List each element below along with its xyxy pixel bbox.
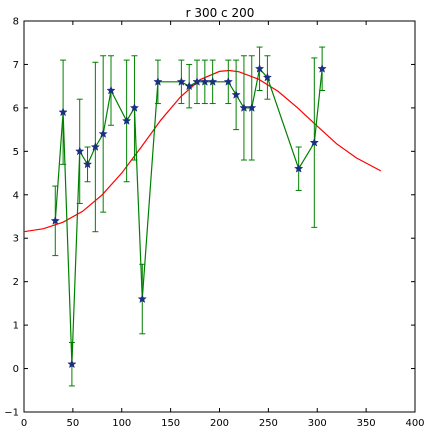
- x-tick-label: 0: [21, 418, 27, 429]
- star-marker: [137, 294, 147, 304]
- y-tick-label: 3: [13, 234, 19, 245]
- data-series-line: [54, 67, 323, 365]
- data-markers: [50, 63, 327, 369]
- star-marker: [207, 76, 218, 86]
- y-tick-label: 6: [13, 103, 19, 114]
- star-marker: [176, 76, 187, 86]
- x-tick-label: 100: [112, 418, 131, 429]
- star-marker: [98, 129, 108, 138]
- star-marker: [317, 63, 327, 73]
- y-tick-label: 1: [13, 321, 19, 332]
- y-tick-label: 5: [13, 147, 19, 158]
- star-marker: [247, 102, 257, 112]
- y-tick-label: 7: [13, 60, 19, 71]
- star-marker: [153, 76, 163, 86]
- star-marker: [121, 116, 132, 125]
- error-bars: [52, 46, 326, 387]
- x-tick-label: 200: [210, 418, 229, 429]
- star-marker: [239, 102, 249, 112]
- x-tick-label: 250: [259, 418, 278, 429]
- x-tick-label: 400: [405, 418, 424, 429]
- star-marker: [67, 359, 77, 369]
- x-tick-label: 350: [357, 418, 376, 429]
- y-tick-label: 2: [13, 277, 19, 288]
- chart-title: r 300 c 200: [186, 6, 255, 20]
- star-marker: [309, 137, 319, 147]
- y-tick-label: −1: [4, 408, 19, 419]
- y-tick-label: 8: [13, 17, 19, 28]
- x-tick-label: 50: [67, 418, 80, 429]
- y-tick-label: 4: [13, 190, 19, 201]
- star-marker: [50, 215, 60, 225]
- star-marker: [200, 76, 210, 86]
- star-marker: [129, 102, 140, 112]
- star-marker: [106, 85, 116, 95]
- star-marker: [82, 159, 93, 169]
- star-marker: [231, 89, 241, 99]
- data-line: [54, 67, 323, 365]
- star-marker: [184, 81, 194, 91]
- star-marker: [192, 76, 202, 86]
- star-marker: [90, 142, 101, 151]
- y-tick-label: 0: [13, 364, 19, 375]
- star-marker: [223, 76, 233, 86]
- star-marker: [262, 72, 273, 82]
- star-marker: [75, 146, 85, 156]
- x-tick-label: 150: [161, 418, 180, 429]
- star-marker: [58, 107, 68, 117]
- plot-area: [23, 20, 416, 413]
- star-marker: [254, 63, 265, 73]
- star-marker: [294, 163, 304, 173]
- x-tick-label: 300: [308, 418, 327, 429]
